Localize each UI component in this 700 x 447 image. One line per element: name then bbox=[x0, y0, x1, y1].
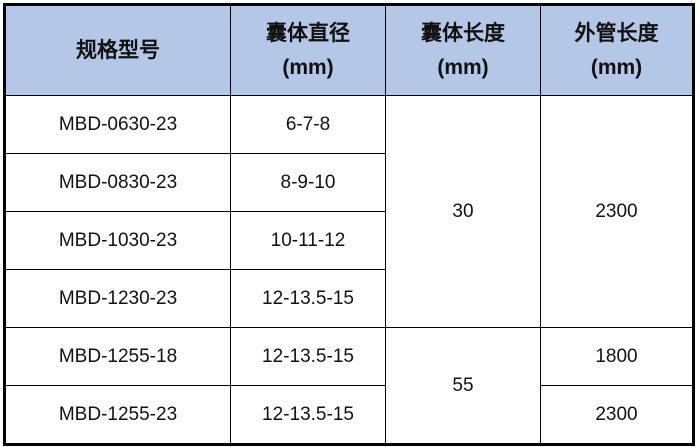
header-diameter: 囊体直径 (mm) bbox=[230, 4, 386, 96]
header-row: 规格型号 囊体直径 (mm) 囊体长度 (mm) 外管长度 (mm) bbox=[4, 4, 694, 96]
cell-model: MBD-0630-23 bbox=[4, 95, 231, 154]
cell-model: MBD-1230-23 bbox=[4, 269, 231, 328]
cell-tube: 1800 bbox=[540, 327, 694, 386]
table-row: MBD-1255-23 12-13.5-15 2300 bbox=[4, 385, 694, 445]
cell-model: MBD-1255-18 bbox=[4, 327, 231, 386]
cell-model: MBD-1255-23 bbox=[4, 385, 231, 445]
cell-model: MBD-0830-23 bbox=[4, 153, 231, 212]
header-length-label: 囊体长度 bbox=[421, 21, 505, 45]
cell-diameter: 10-11-12 bbox=[230, 211, 386, 270]
cell-model: MBD-1030-23 bbox=[4, 211, 231, 270]
table-row: MBD-1030-23 10-11-12 bbox=[4, 211, 694, 270]
cell-length: 30 bbox=[385, 95, 541, 328]
header-tube-unit: (mm) bbox=[590, 55, 643, 79]
cell-diameter: 6-7-8 bbox=[230, 95, 386, 154]
header-model: 规格型号 bbox=[4, 4, 231, 96]
cell-tube: 2300 bbox=[540, 95, 694, 328]
cell-diameter: 12-13.5-15 bbox=[230, 327, 386, 386]
table-row: MBD-1230-23 12-13.5-15 bbox=[4, 269, 694, 328]
header-diameter-unit: (mm) bbox=[282, 55, 334, 79]
header-model-label: 规格型号 bbox=[76, 38, 160, 62]
header-length-unit: (mm) bbox=[437, 55, 489, 79]
spec-table: 规格型号 囊体直径 (mm) 囊体长度 (mm) 外管长度 (mm) MBD-0630… bbox=[3, 3, 695, 446]
cell-diameter: 8-9-10 bbox=[230, 153, 386, 212]
header-length: 囊体长度 (mm) bbox=[385, 4, 541, 96]
cell-length: 55 bbox=[385, 327, 541, 445]
table-row: MBD-1255-18 12-13.5-15 55 1800 bbox=[4, 327, 694, 445]
header-tube-label: 外管长度 bbox=[574, 21, 659, 45]
table-row: MBD-0630-23 6-7-8 30 2300 bbox=[4, 95, 694, 328]
header-tube: 外管长度 (mm) bbox=[540, 4, 694, 96]
table-row: MBD-0830-23 8-9-10 bbox=[4, 153, 694, 212]
cell-diameter: 12-13.5-15 bbox=[230, 269, 386, 328]
header-diameter-label: 囊体直径 bbox=[266, 21, 350, 45]
cell-tube: 2300 bbox=[540, 385, 694, 445]
cell-diameter: 12-13.5-15 bbox=[230, 385, 386, 445]
